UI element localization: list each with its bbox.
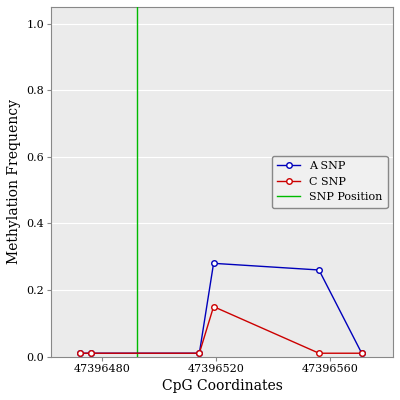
Y-axis label: Methylation Frequency: Methylation Frequency bbox=[7, 99, 21, 264]
A SNP bbox=[359, 351, 364, 356]
C SNP bbox=[197, 351, 202, 356]
C SNP bbox=[211, 304, 216, 309]
C SNP bbox=[89, 351, 94, 356]
Line: A SNP: A SNP bbox=[77, 260, 364, 356]
Line: C SNP: C SNP bbox=[77, 304, 364, 356]
C SNP bbox=[77, 351, 82, 356]
A SNP bbox=[197, 351, 202, 356]
A SNP bbox=[77, 351, 82, 356]
A SNP bbox=[316, 268, 321, 272]
X-axis label: CpG Coordinates: CpG Coordinates bbox=[162, 379, 282, 393]
C SNP bbox=[316, 351, 321, 356]
A SNP bbox=[89, 351, 94, 356]
A SNP bbox=[211, 261, 216, 266]
C SNP bbox=[359, 351, 364, 356]
Legend: A SNP, C SNP, SNP Position: A SNP, C SNP, SNP Position bbox=[272, 156, 388, 208]
